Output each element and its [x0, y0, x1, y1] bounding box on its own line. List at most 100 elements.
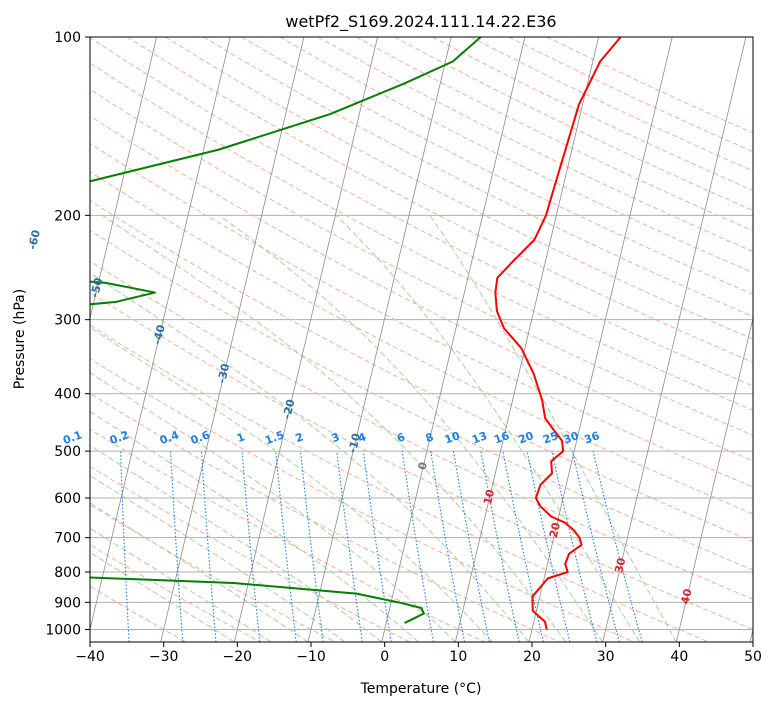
plot-frame — [89, 36, 754, 643]
moist-adiabat — [90, 272, 530, 642]
dry-adiabat — [90, 260, 753, 600]
dry-adiabat — [90, 358, 635, 642]
mixing-ratio-label: 13 — [470, 429, 489, 446]
dry-adiabat — [90, 37, 753, 387]
moist-adiabat — [90, 410, 419, 642]
x-tick-label: 50 — [744, 649, 762, 665]
y-tick-label: 500 — [54, 444, 81, 460]
x-tick-label: 0 — [380, 649, 389, 665]
x-tick-label: 30 — [597, 649, 615, 665]
isotherm-label: -10 — [346, 432, 363, 455]
isotherm-label: 30 — [612, 556, 628, 574]
x-tick-label: 10 — [449, 649, 467, 665]
skewed-isotherm — [602, 37, 747, 642]
skewed-isotherm — [233, 37, 378, 642]
dry-adiabat — [90, 585, 187, 642]
x-tick-label: −40 — [75, 649, 105, 665]
isotherm-label: -50 — [88, 276, 105, 299]
mixing-ratio-line — [551, 450, 598, 642]
y-tick-label: 400 — [54, 387, 81, 403]
axes: −40 −30 −20 −10 0 10 20 30 40 5010020030040050060… — [45, 30, 762, 665]
isotherm-label: -40 — [151, 323, 168, 346]
mixing-ratio-label: 36 — [583, 429, 602, 447]
plot-area — [90, 37, 753, 642]
moist-adiabat — [90, 372, 456, 642]
dry-adiabat — [90, 200, 753, 543]
mixing-ratio-line — [120, 451, 130, 642]
skewed-isotherm — [528, 37, 673, 642]
isotherm-label: 0 — [416, 460, 430, 471]
x-tick-label: −30 — [149, 649, 179, 665]
dry-adiabat — [90, 428, 485, 642]
mixing-ratio-label: 4 — [356, 430, 368, 445]
dry-adiabat — [127, 37, 753, 363]
mixing-ratio-label: 20 — [517, 429, 536, 447]
skewed-isotherm — [307, 37, 452, 642]
isotherm-label: -20 — [280, 398, 297, 421]
x-tick-label: 20 — [523, 649, 541, 665]
dry-adiabat — [90, 544, 261, 642]
mixing-ratio-line — [241, 451, 261, 642]
mixing-ratio-label: 0.1 — [61, 428, 84, 447]
isotherm-label: 20 — [547, 521, 563, 539]
y-axis-label: Pressure (hPa) — [12, 289, 28, 389]
y-tick-label: 900 — [54, 595, 81, 611]
dry-adiabat — [90, 171, 753, 515]
dewpoint-trace — [90, 37, 482, 624]
dry-adiabat — [90, 142, 753, 488]
moist-adiabat — [90, 502, 309, 642]
chart-title: wetPf2_S169.2024.111.14.22.E36 — [285, 12, 556, 32]
moist-adiabat — [90, 474, 346, 642]
x-axis-label: Temperature (°C) — [360, 681, 482, 697]
moist-adiabat — [90, 444, 383, 642]
line-labels: -100-90-80-70-60-50-40-30-20-10010203040… — [26, 228, 695, 605]
mixing-ratio-line — [275, 451, 297, 642]
y-tick-label: 300 — [54, 313, 81, 329]
isotherm-label: -60 — [26, 228, 43, 251]
skewed-isotherm — [160, 37, 305, 642]
mixing-ratio-label: 25 — [541, 429, 560, 446]
x-tick-label: −20 — [223, 649, 253, 665]
mixing-ratio-label: 0.2 — [108, 428, 131, 447]
dry-adiabat — [90, 292, 753, 630]
skewed-isotherm — [675, 316, 753, 642]
y-tick-label: 700 — [54, 531, 81, 547]
isotherm-label: 40 — [678, 587, 694, 605]
mixing-ratio-label: 1.5 — [263, 428, 286, 447]
skewed-isotherm — [454, 37, 599, 642]
moist-adiabat — [219, 214, 604, 642]
mixing-ratio-label: 8 — [424, 430, 436, 445]
x-tick-label: −10 — [296, 649, 326, 665]
mixing-ratio-label: 10 — [443, 429, 462, 447]
mixing-ratio-line — [480, 451, 520, 642]
mixing-ratio-label: 2 — [294, 430, 306, 445]
skewed-isotherm — [90, 37, 157, 320]
skewed-isotherm — [90, 37, 231, 632]
y-tick-label: 200 — [54, 208, 81, 224]
mixing-ratio-label: 30 — [562, 429, 581, 447]
mixing-ratio-line — [592, 450, 643, 642]
y-tick-label: 1000 — [45, 622, 81, 638]
temperature-trace — [494, 37, 622, 630]
y-tick-label: 600 — [54, 491, 81, 507]
y-tick-label: 800 — [54, 565, 81, 581]
isotherm-label: 10 — [481, 488, 497, 506]
dry-adiabat — [90, 115, 753, 462]
skewed-isotherm — [381, 37, 526, 642]
y-tick-label: 100 — [54, 30, 81, 46]
mixing-ratio-label: 3 — [330, 430, 342, 445]
x-tick-label: 40 — [670, 649, 688, 665]
mixing-ratio-line — [170, 451, 184, 642]
dry-adiabat — [241, 37, 753, 295]
mixing-ratio-line — [200, 451, 217, 642]
mixing-ratio-label: 1 — [235, 430, 247, 445]
isotherm-label: -30 — [215, 362, 232, 385]
mixing-ratio-label: 6 — [395, 430, 407, 445]
mixing-ratio-line — [571, 450, 620, 642]
mixing-ratio-line — [502, 450, 544, 642]
mixing-ratio-label: 0.4 — [158, 428, 181, 447]
moist-adiabat — [335, 214, 640, 642]
